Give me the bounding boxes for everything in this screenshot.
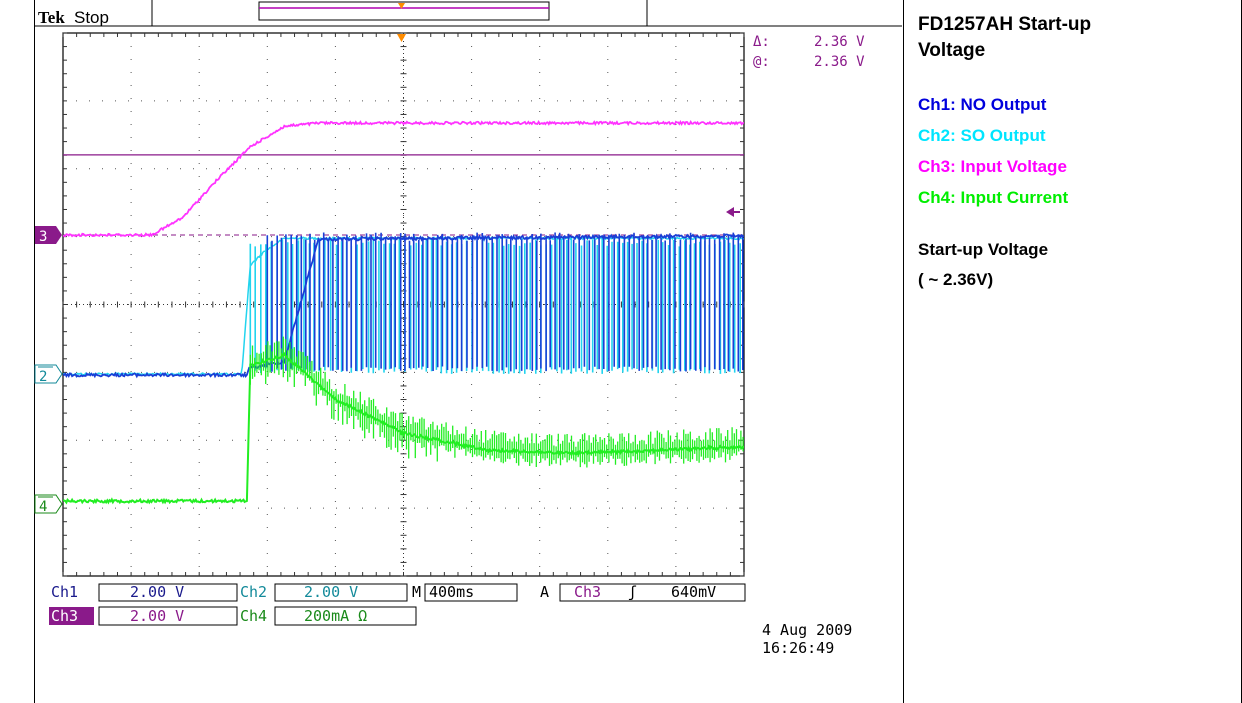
ch4-scale: 200mA Ω xyxy=(304,607,367,625)
ch4-label: Ch4 xyxy=(240,607,267,625)
ch3-scale-box xyxy=(98,606,238,626)
ch1-switching-trace xyxy=(266,232,744,372)
ch2-scale: 2.00 V xyxy=(304,583,358,601)
record-length-box xyxy=(258,1,550,21)
channel-legend-item: Ch2: SO Output xyxy=(918,126,1046,145)
ch4-trace xyxy=(63,351,744,505)
graticule xyxy=(62,32,745,577)
timestamp-time: 16:26:49 xyxy=(762,639,834,657)
ch1-scale-box xyxy=(98,583,238,602)
ch4-ground-marker: 4 xyxy=(34,494,63,515)
at-value: 2.36 V xyxy=(814,54,865,70)
ch4-ripple-trace xyxy=(249,336,744,468)
startup-note-line: Start-up Voltage xyxy=(918,240,1049,259)
timestamp-date: 4 Aug 2009 xyxy=(762,621,852,639)
ch3-scale: 2.00 V xyxy=(130,607,184,625)
channel-legend-item: Ch1: NO Output xyxy=(918,95,1047,114)
trigger-time-marker xyxy=(397,34,406,42)
channel-legend-item: Ch3: Input Voltage xyxy=(918,157,1067,176)
ch3-label-box xyxy=(49,607,94,625)
ch2-ground-marker: 2 xyxy=(34,364,63,385)
ch2-scale-box xyxy=(274,583,408,602)
ch3-marker-label: 3 xyxy=(39,229,47,245)
oscilloscope-screen: Tek Stop Δ: 2.36 V @: 2.36 V 3 2 4 Ch1 2… xyxy=(34,0,902,657)
trigger-slope-icon: ʃ xyxy=(628,583,637,601)
waveforms xyxy=(63,119,744,505)
startup-note: Start-up Voltage ( ~ 2.36V) xyxy=(918,235,1218,295)
timebase-value: 400ms xyxy=(429,583,474,601)
channel-legend: Ch1: NO Output Ch2: SO Output Ch3: Input V… xyxy=(918,89,1218,213)
description-title-line: FD1257AH Start-up xyxy=(918,14,1092,35)
at-label: @: xyxy=(753,54,770,70)
trigger-position-marker-top xyxy=(398,3,405,9)
ch2-label: Ch2 xyxy=(240,583,267,601)
ch4-scale-box xyxy=(274,606,417,626)
trigger-source: Ch3 xyxy=(574,583,601,601)
ch1-scale: 2.00 V xyxy=(130,583,184,601)
delta-label: Δ: xyxy=(753,34,770,50)
ch1-label: Ch1 xyxy=(51,583,78,601)
delta-value: 2.36 V xyxy=(814,34,865,50)
timebase-label: M xyxy=(412,583,421,601)
ch4-marker-label: 4 xyxy=(39,499,47,515)
ch3-ground-marker: 3 xyxy=(35,226,62,245)
ch2-marker-label: 2 xyxy=(39,369,47,385)
cursor-arrow-icon xyxy=(726,207,734,217)
trigger-label: A xyxy=(540,583,549,601)
description-panel: FD1257AH Start-up Voltage Ch1: NO Output… xyxy=(918,12,1218,295)
channel-legend-item: Ch4: Input Current xyxy=(918,188,1069,207)
run-state-label: Stop xyxy=(74,8,109,27)
trigger-box xyxy=(559,583,746,602)
description-title-line: Voltage xyxy=(918,40,986,61)
startup-note-line: ( ~ 2.36V) xyxy=(918,270,994,289)
description-title: FD1257AH Start-up Voltage xyxy=(918,12,1218,64)
timebase-box xyxy=(424,583,518,602)
ch3-trace xyxy=(63,119,744,238)
column-divider xyxy=(903,0,904,703)
brand-label: Tek xyxy=(38,8,65,27)
trigger-level: 640mV xyxy=(671,583,716,601)
ch1-trace xyxy=(63,233,744,379)
ch3-label: Ch3 xyxy=(51,607,78,625)
